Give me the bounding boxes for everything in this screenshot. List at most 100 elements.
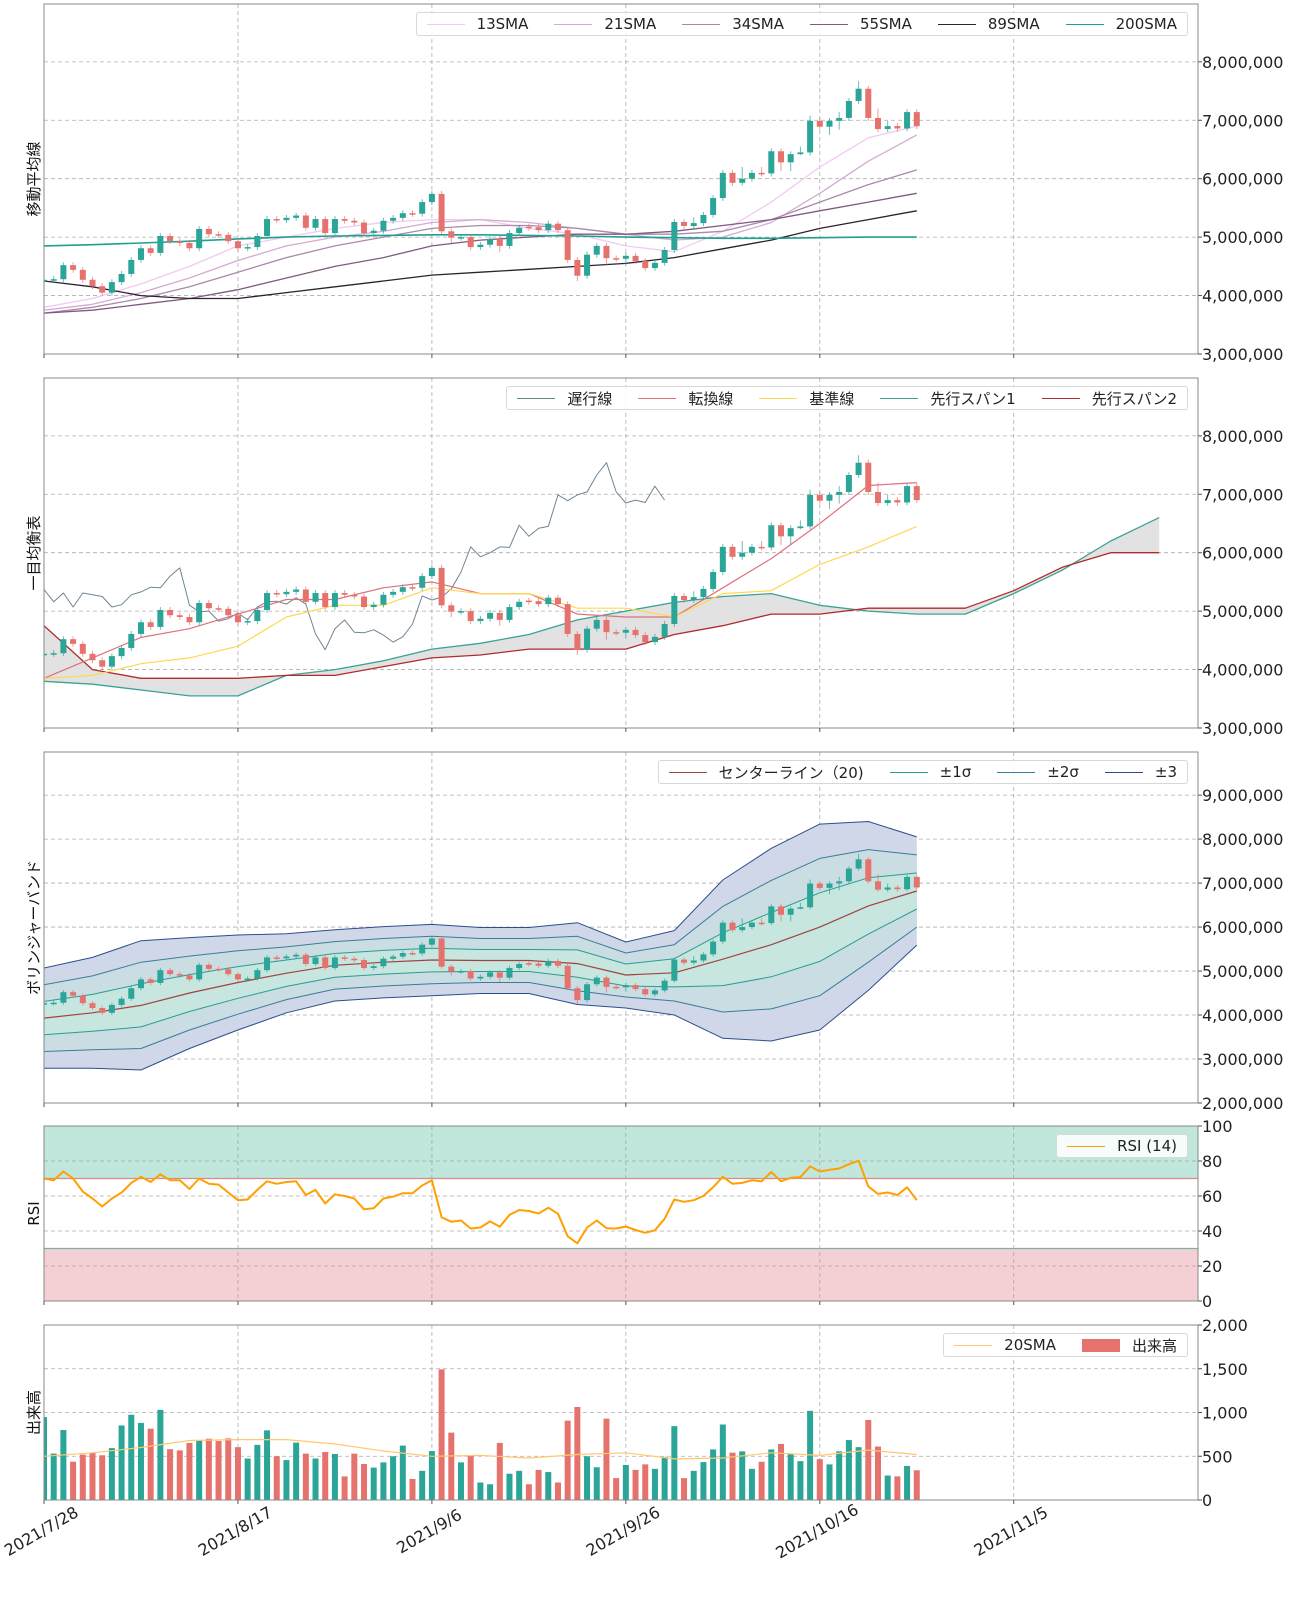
candle-body [273,219,280,221]
candle-up [370,601,377,610]
candle-body [438,567,445,606]
volume-bar-down [225,1438,232,1500]
candle-body [399,587,406,592]
candle-body [428,567,435,577]
candle-up [593,616,600,632]
volume-bar-up [516,1470,523,1500]
minus3-sigma-line [44,944,918,1071]
candle-body [554,960,561,966]
volume-bar-up [477,1482,484,1500]
candle-body [816,883,823,888]
candle-up [826,881,833,895]
candle-body [341,593,348,595]
candle-down [874,108,881,132]
volume-bar-up [855,1447,862,1500]
candle-down [816,117,823,130]
candle-down [778,522,785,546]
candle-body [312,219,319,228]
volume-bar-down [778,1443,785,1500]
candle-body [632,985,639,990]
candle-body [399,213,406,218]
legend-label: 遅行線 [567,389,613,408]
candle-up [719,169,726,201]
volume-bar-up [826,1464,833,1500]
candle-down [778,904,785,922]
candle-down [613,255,620,262]
candle-up [884,494,891,506]
legend-label: センターライン（20) [718,763,864,782]
y-tick-label: 3,000,000 [1202,719,1283,738]
candle-down [167,233,174,245]
candle-down [554,220,561,234]
candle-down [147,977,154,986]
candle-body [50,1002,57,1005]
candle-down [99,657,106,670]
candle-body [254,970,261,979]
volume-bar-down [176,1450,183,1500]
candle-up [244,618,251,626]
candle-body [739,178,746,183]
panel-rsi: 0 20 40 60 80 100 RSI [25,1117,1233,1311]
candle-body [787,154,794,163]
candle-up [128,631,135,651]
candle-up [331,216,338,236]
candle-body [487,972,494,977]
candle-body [390,956,397,959]
candle-body [681,959,688,963]
candle-down [341,955,348,961]
candle-body [584,984,591,1001]
candle-down [865,459,872,495]
candle-down [89,1000,96,1011]
candle-down [467,968,474,981]
y-axis-label: 移動平均線 [25,141,43,216]
candle-body [50,653,57,655]
volume-bar-up [661,1456,668,1500]
candle-body [535,601,542,605]
candle-down [79,993,86,1006]
candle-body [884,887,891,890]
candle-up [584,251,591,279]
y-axis-label: RSI [25,1201,43,1225]
candle-body [467,611,474,622]
legend-label: ±3 [1154,763,1177,781]
candle-down [215,966,222,972]
candle-up [137,977,144,991]
volume-bar-up [50,1453,57,1500]
candle-body [128,259,135,274]
candle-body [816,494,823,501]
candle-body [729,922,736,931]
candle-body [409,953,416,955]
candle-down [554,594,561,608]
candle-up [108,653,115,670]
volume-bar-up [380,1462,387,1500]
volume-bar-down [234,1447,241,1500]
candle-up [651,988,658,997]
candle-body [661,623,668,637]
plus2-sigma-line [44,849,917,986]
legend-entry: 先行スパン1 [880,388,1016,409]
volume-bar-up [836,1451,843,1500]
candle-up [661,621,668,640]
legend-label: 13SMA [476,15,529,33]
candle-body [44,653,47,656]
y-tick-label: 4,000,000 [1202,287,1283,306]
candle-up [283,588,290,598]
candle-body [748,922,755,928]
volume-bar-up [545,1472,552,1500]
legend-swatch-patch [1081,1338,1120,1352]
candle-body [205,602,212,609]
volume-bar-down [564,1420,571,1500]
volume-bar-up [748,1468,755,1500]
candle-up [44,650,47,658]
candle-up [797,520,804,530]
candle-down [273,955,280,961]
candle-down [642,986,649,997]
candle-down [234,238,241,252]
candle-body [690,223,697,227]
candle-up [390,588,397,598]
volume-bar-up [739,1451,746,1500]
volume-bar-down [913,1470,920,1500]
plot-frame [43,1125,1199,1302]
candle-up [137,619,144,637]
candle-body [89,653,96,661]
